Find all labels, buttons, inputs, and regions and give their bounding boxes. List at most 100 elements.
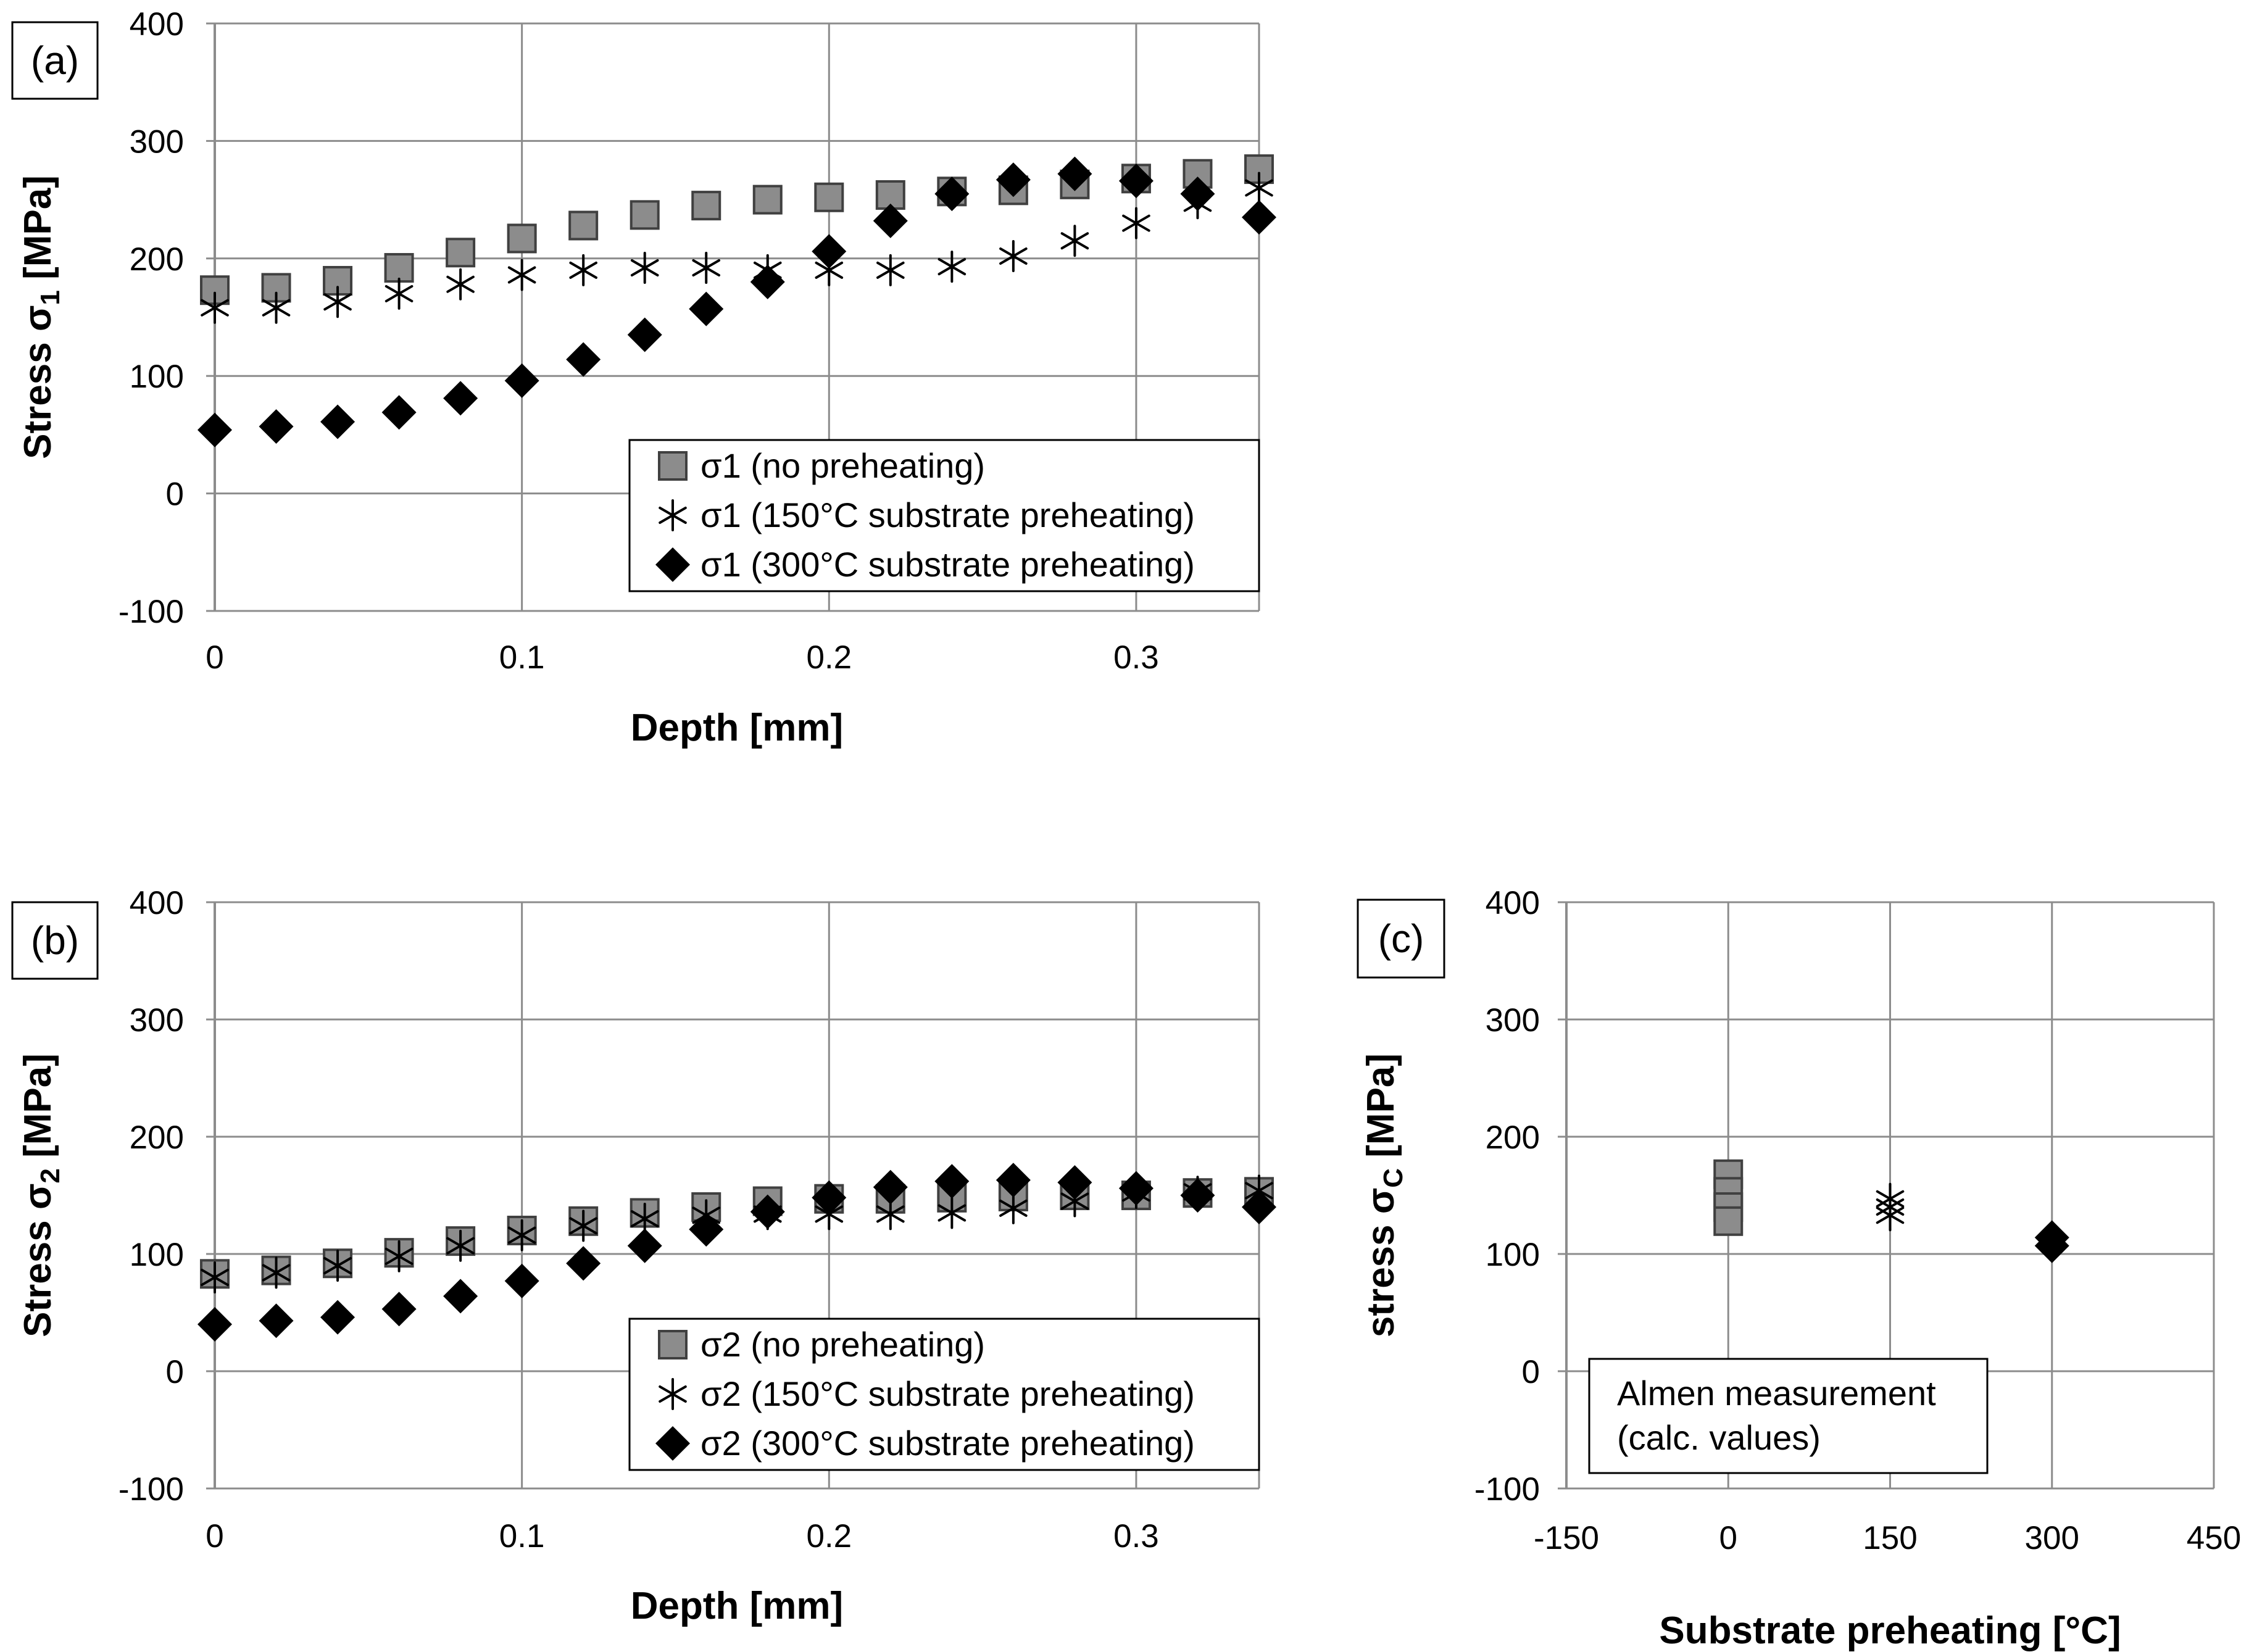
x-tick-label: 0 (206, 639, 223, 676)
y-tick-label: 0 (166, 476, 184, 513)
panel-label-frame (11, 21, 99, 100)
data-point-diamond (443, 381, 478, 416)
x-tick-label: 300 (2025, 1520, 2079, 1556)
x-axis-title: Depth [mm] (631, 1585, 843, 1627)
data-point-diamond (381, 395, 417, 430)
x-tick-label: 150 (1863, 1520, 1917, 1556)
data-point-diamond (566, 342, 601, 377)
data-point-square (384, 253, 414, 283)
y-axis-title-unit: [MPa] (17, 1053, 59, 1168)
y-tick-label: 100 (1486, 1237, 1540, 1273)
data-point-square (691, 191, 721, 221)
legend-label: σ1 (150°C substrate preheating) (700, 496, 1195, 534)
y-tick-label: 100 (130, 359, 184, 395)
data-point-star (323, 1250, 352, 1282)
data-point-diamond (320, 1300, 355, 1335)
y-tick-label: 300 (1486, 1002, 1540, 1039)
data-point-diamond (873, 1169, 908, 1205)
legend-marker-diamond (655, 547, 690, 582)
data-point-diamond (1118, 1171, 1154, 1206)
data-point-star (385, 277, 414, 310)
data-point-star (999, 1192, 1028, 1224)
series-star-c (1876, 1182, 1905, 1232)
data-point-square (446, 238, 476, 268)
legend-label: σ1 (no preheating) (700, 446, 985, 485)
data-point-star (569, 254, 597, 286)
data-point-star (262, 291, 291, 324)
data-point-star (1122, 207, 1150, 239)
series-diamond-c (2034, 1220, 2069, 1263)
data-point-diamond (750, 264, 785, 299)
panel-label: (c) (1378, 916, 1424, 961)
legend-label: σ2 (no preheating) (700, 1325, 985, 1364)
x-tick-label: 0.3 (1113, 639, 1159, 676)
legend-marker-diamond (655, 1426, 690, 1461)
legend: Almen measurement (calc. values) (1588, 1358, 1989, 1474)
x-tick-label: 0.1 (499, 1518, 545, 1554)
legend-frame (628, 439, 1260, 592)
legend-marker-star (659, 1378, 687, 1410)
chart-panel-a: -100 0 100 200 300 400 0 0.1 0.2 0.3 Depth [mm] Str… (11, 6, 1276, 749)
series-diamond-a (197, 156, 1276, 447)
y-axis-title-subscript: 1 (35, 290, 65, 305)
y-axis-title: Stress σ1 [MPa] (17, 175, 65, 459)
x-tick-label: 0.3 (1113, 1518, 1159, 1554)
data-point-diamond (996, 162, 1031, 197)
data-point-diamond (259, 1303, 294, 1339)
series-square-c (1713, 1159, 1744, 1236)
data-point-diamond (504, 1263, 539, 1298)
chart-panel-c: -100 0 100 200 300 400 -150 0 150 300 450 Substrate… (1357, 885, 2241, 1652)
y-tick-label: 200 (130, 1119, 184, 1156)
legend-frame (1588, 1358, 1989, 1474)
y-tick-label: -100 (118, 594, 184, 630)
legend: σ2 (no preheating) σ2 (150°C substrate pr… (628, 1318, 1260, 1471)
legend: σ1 (no preheating) σ1 (150°C substrate pr… (628, 439, 1260, 592)
data-point-diamond (381, 1292, 417, 1327)
x-tick-label: 0 (1719, 1520, 1737, 1556)
data-point-diamond (1242, 200, 1276, 235)
legend-annotation-text: Almen measurement (1617, 1374, 1936, 1413)
legend-label: σ2 (150°C substrate preheating) (700, 1374, 1195, 1413)
data-point-star (446, 268, 475, 301)
data-point-diamond (197, 1307, 232, 1342)
data-point-star (507, 1219, 536, 1251)
data-point-diamond (934, 176, 970, 212)
chart-panel-b: -100 0 100 200 300 400 0 0.1 0.2 0.3 Depth [mm] Str… (11, 885, 1276, 1627)
data-point-diamond (443, 1279, 478, 1314)
data-point-square (1713, 1206, 1744, 1236)
y-axis-title-main: Stress σ (17, 1184, 59, 1337)
y-tick-label: 300 (130, 1002, 184, 1039)
data-point-diamond (996, 1163, 1031, 1198)
data-point-square (630, 200, 660, 230)
data-point-star (937, 251, 967, 283)
x-tick-label: 0.2 (806, 639, 852, 676)
legend-marker-square (658, 451, 688, 481)
data-point-star (385, 1240, 414, 1272)
data-point-diamond (627, 1228, 662, 1263)
tick-labels: -100 0 100 200 300 400 0 0.1 0.2 0.3 (118, 6, 1159, 676)
data-point-star (323, 286, 352, 318)
data-point-square (568, 210, 599, 241)
data-point-star (569, 1210, 597, 1242)
legend-annotation-text: (calc. values) (1617, 1418, 1821, 1457)
data-point-star (876, 254, 905, 286)
data-point-diamond (689, 291, 724, 326)
y-axis-title-unit: [MPa] (1360, 1053, 1402, 1168)
data-point-star (999, 239, 1028, 272)
data-point-diamond (750, 1194, 785, 1229)
y-tick-label: 400 (130, 885, 184, 921)
data-point-diamond (566, 1246, 601, 1281)
data-point-diamond (320, 404, 355, 439)
y-tick-label: 300 (130, 123, 184, 160)
y-tick-label: 400 (1486, 885, 1540, 921)
x-tick-label: 0.2 (806, 1518, 852, 1554)
data-point-star (446, 1229, 475, 1262)
x-tick-label: 0 (206, 1518, 223, 1554)
data-point-diamond (812, 234, 847, 269)
data-point-diamond (1242, 1190, 1276, 1224)
data-point-star (201, 1261, 229, 1293)
data-point-star (692, 252, 721, 284)
data-point-diamond (1118, 164, 1154, 199)
data-point-diamond (1180, 176, 1215, 212)
